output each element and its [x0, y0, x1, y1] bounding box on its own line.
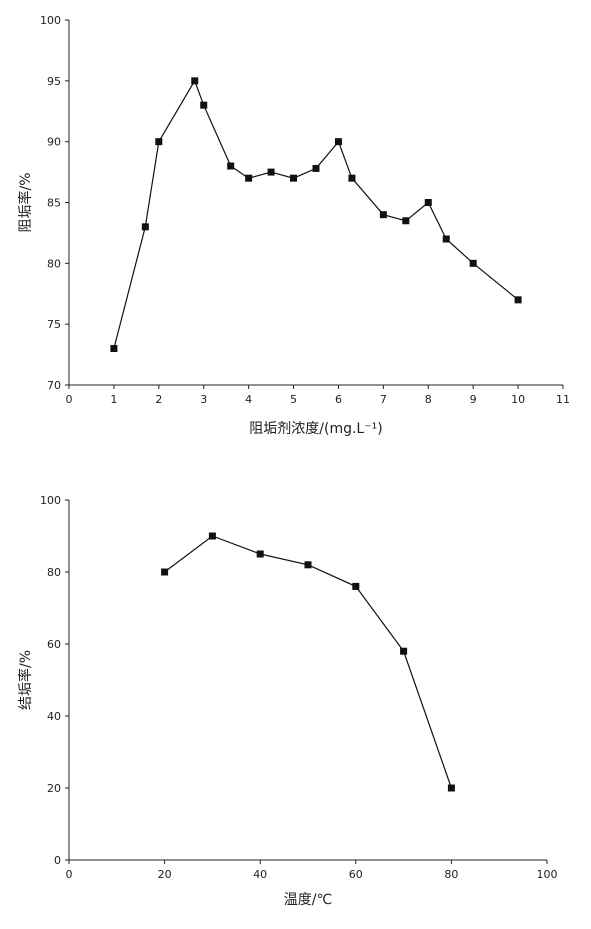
series-line: [113, 79, 519, 349]
series-line: [164, 535, 452, 789]
y-tick-label: 70: [47, 379, 61, 392]
x-tick-label: 20: [158, 868, 172, 881]
x-tick-label: 1: [110, 393, 117, 406]
x-tick-label: 7: [380, 393, 387, 406]
data-point: [348, 174, 356, 182]
x-tick-label: 6: [335, 393, 342, 406]
y-tick-label: 100: [40, 494, 61, 507]
x-tick-label: 40: [253, 868, 267, 881]
data-point: [161, 568, 169, 576]
data-point: [447, 784, 455, 792]
y-tick-label: 95: [47, 75, 61, 88]
data-point: [110, 345, 118, 352]
x-tick-label: 0: [66, 868, 73, 881]
data-point: [352, 582, 360, 590]
data-point: [402, 217, 410, 225]
data-point: [379, 211, 387, 219]
chart-2: 0 20 40 60 80 100 0 20 40 60 80 100 温度/℃ 结垢率/%: [17, 494, 558, 908]
x-tick-label: 60: [349, 868, 363, 881]
data-point: [208, 532, 216, 540]
x-tick-label: 8: [425, 393, 432, 406]
data-point: [304, 561, 312, 569]
x-tick-label: 9: [470, 393, 477, 406]
data-point: [227, 162, 235, 170]
data-point: [267, 168, 275, 176]
y-tick-label: 20: [47, 782, 61, 795]
x-tick-label: 10: [511, 393, 525, 406]
data-point: [400, 647, 408, 655]
data-point: [141, 223, 149, 231]
x-tick-label: 3: [200, 393, 207, 406]
x-tick-label: 100: [537, 868, 558, 881]
y-tick-label: 0: [54, 854, 61, 867]
data-point: [312, 164, 320, 172]
x-tick-label: 80: [444, 868, 458, 881]
y-tick-label: 60: [47, 638, 61, 651]
x-tick-label: 5: [290, 393, 297, 406]
y-tick-label: 40: [47, 710, 61, 723]
y-tick-label: 90: [47, 136, 61, 149]
y-axis-label: 结垢率/%: [17, 650, 34, 710]
y-tick-label: 80: [47, 566, 61, 579]
data-point: [514, 296, 522, 304]
data-point: [245, 174, 253, 182]
data-point: [469, 259, 477, 267]
y-tick-label: 80: [47, 257, 61, 270]
data-point: [334, 138, 342, 146]
x-tick-label: 2: [155, 393, 162, 406]
data-point: [442, 235, 450, 243]
data-point: [191, 77, 199, 85]
chart-1: 0 1 2 3 4 5 6 7 8 9 10 11 70 75 80 85 90 95 100 阻垢剂浓度/(mg.L…: [17, 14, 570, 437]
y-tick-label: 85: [47, 197, 61, 210]
x-axis-label: 温度/℃: [284, 892, 332, 908]
data-point: [155, 138, 163, 146]
data-point: [290, 174, 298, 182]
x-tick-label: 11: [556, 393, 570, 406]
x-axis-label: 阻垢剂浓度/(mg.L⁻¹): [249, 421, 382, 437]
x-tick-label: 4: [245, 393, 252, 406]
x-tick-label: 0: [66, 393, 73, 406]
y-axis-label: 阻垢率/%: [17, 172, 34, 232]
data-point: [424, 199, 432, 206]
data-point: [200, 101, 208, 109]
y-tick-label: 100: [40, 14, 61, 27]
y-tick-label: 75: [47, 318, 61, 331]
data-point: [256, 550, 264, 558]
